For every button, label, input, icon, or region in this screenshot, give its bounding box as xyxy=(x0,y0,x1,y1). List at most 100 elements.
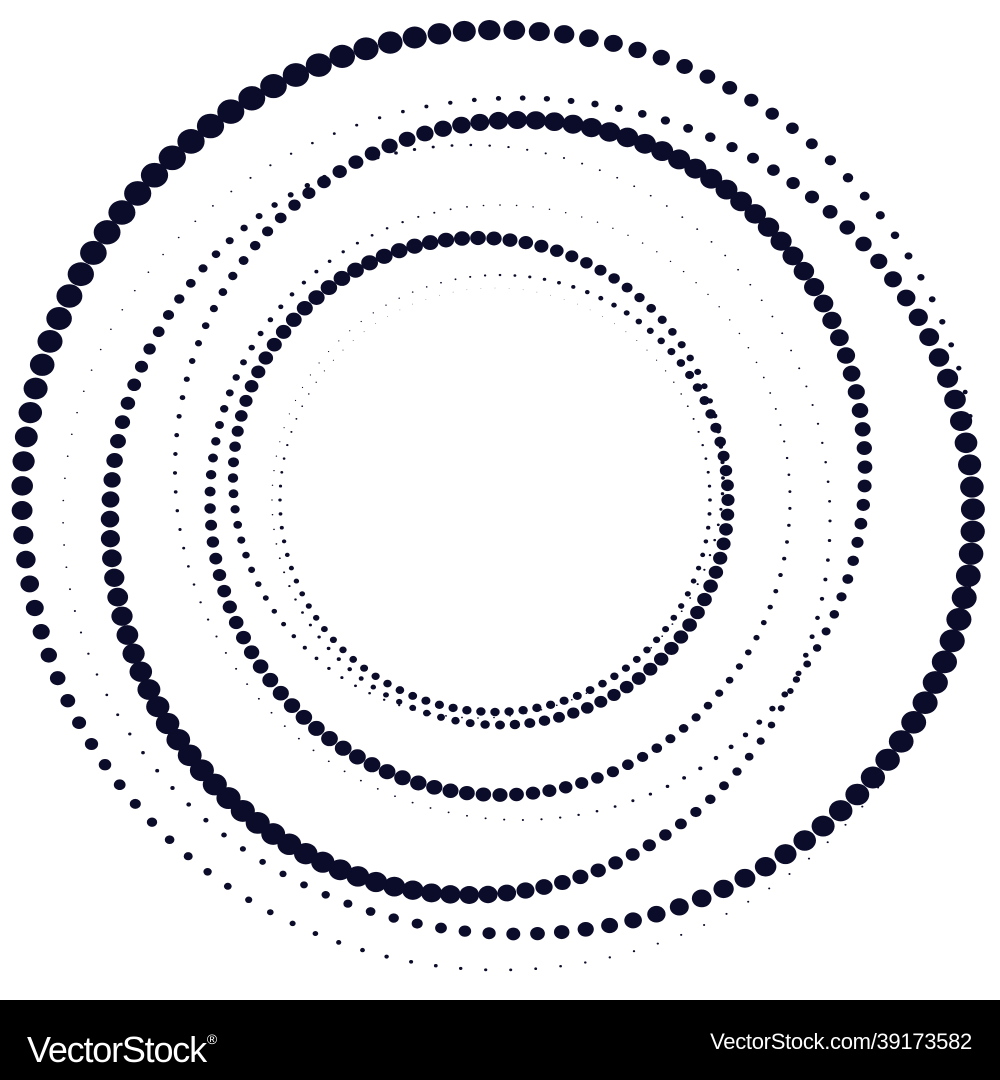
halftone-dot xyxy=(336,657,341,661)
halftone-dot xyxy=(680,610,683,613)
halftone-dot xyxy=(355,241,359,245)
halftone-dot xyxy=(760,620,767,626)
halftone-dot xyxy=(577,921,594,937)
halftone-dot xyxy=(737,268,740,271)
halftone-dot xyxy=(177,129,205,154)
halftone-dot xyxy=(285,312,302,327)
halftone-dot xyxy=(354,684,357,688)
halftone-dot xyxy=(562,157,566,159)
halftone-dot xyxy=(395,686,405,695)
halftone-dot xyxy=(490,707,500,717)
brand-text: VectorStock xyxy=(27,1029,207,1070)
halftone-dot xyxy=(719,781,729,791)
halftone-dot xyxy=(785,456,789,460)
halftone-dot xyxy=(694,368,702,376)
halftone-dot xyxy=(488,111,509,130)
halftone-dot xyxy=(233,520,243,529)
halftone-dot xyxy=(469,143,473,147)
halftone-dot xyxy=(664,370,667,372)
halftone-dot xyxy=(40,647,57,663)
halftone-dot xyxy=(793,261,815,281)
dot-ring xyxy=(62,95,985,941)
halftone-dot xyxy=(466,206,468,208)
halftone-dot xyxy=(851,403,869,418)
halftone-dot xyxy=(301,611,304,614)
halftone-dot xyxy=(842,173,854,183)
halftone-dot xyxy=(673,381,675,383)
halftone-dot xyxy=(87,652,90,655)
halftone-dot xyxy=(466,289,468,291)
halftone-dot xyxy=(176,413,182,419)
halftone-dot xyxy=(224,651,227,654)
halftone-dot xyxy=(448,100,453,105)
halftone-dot xyxy=(73,610,76,612)
halftone-dot xyxy=(908,308,928,326)
halftone-dot xyxy=(786,122,799,134)
halftone-dot xyxy=(134,360,149,373)
halftone-dot xyxy=(244,380,259,393)
halftone-dot xyxy=(826,558,830,562)
halftone-dot xyxy=(394,151,398,155)
halftone-dot xyxy=(352,340,354,342)
halftone-dot xyxy=(79,631,83,634)
halftone-dot xyxy=(847,384,865,400)
halftone-dot xyxy=(143,343,156,355)
halftone-dot xyxy=(725,676,734,684)
halftone-dot xyxy=(32,624,50,640)
dot-ring xyxy=(172,111,873,821)
halftone-dot xyxy=(108,200,136,225)
halftone-dot xyxy=(525,111,546,130)
halftone-dot xyxy=(554,874,571,891)
halftone-dot xyxy=(317,635,321,639)
halftone-dot xyxy=(747,152,759,164)
halftone-dot xyxy=(394,770,411,786)
halftone-dot xyxy=(821,441,824,444)
halftone-dot xyxy=(690,578,697,584)
halftone-dot xyxy=(470,113,490,131)
halftone-dot xyxy=(273,528,275,531)
halftone-dot xyxy=(447,811,450,814)
halftone-dot xyxy=(619,680,634,694)
halftone-dot xyxy=(421,883,442,903)
halftone-dot xyxy=(218,288,228,297)
halftone-dot xyxy=(621,664,630,672)
halftone-dot xyxy=(278,484,283,488)
halftone-dot xyxy=(811,815,835,837)
halftone-dot xyxy=(137,679,161,700)
halftone-dot xyxy=(516,882,535,899)
halftone-dot xyxy=(327,666,331,670)
halftone-dot xyxy=(545,700,556,709)
halftone-dot xyxy=(220,405,229,413)
dot-ring xyxy=(204,204,792,802)
halftone-dot xyxy=(767,164,780,176)
halftone-dot xyxy=(99,348,102,351)
halftone-dot xyxy=(721,494,735,506)
halftone-dot xyxy=(333,270,351,286)
halftone-dot xyxy=(613,805,617,808)
halftone-dot xyxy=(612,227,614,229)
halftone-dot xyxy=(320,280,338,296)
halftone-dot xyxy=(288,565,294,571)
halftone-dot xyxy=(580,216,583,218)
halftone-dot xyxy=(836,347,856,364)
halftone-dot xyxy=(707,512,712,516)
halftone-dot xyxy=(349,330,351,332)
halftone-dot xyxy=(713,551,728,565)
halftone-dot xyxy=(423,709,431,717)
halftone-dot xyxy=(269,164,272,167)
halftone-dot xyxy=(124,181,152,206)
halftone-dot xyxy=(665,734,676,744)
halftone-dot xyxy=(710,422,722,433)
halftone-dot xyxy=(598,295,604,301)
halftone-dot xyxy=(445,715,447,717)
halftone-dot xyxy=(628,41,647,59)
halftone-dot xyxy=(828,519,832,523)
halftone-dot xyxy=(498,273,502,277)
halftone-dot xyxy=(390,243,408,259)
halftone-dot xyxy=(128,732,132,736)
halftone-dot xyxy=(646,349,648,351)
halftone-dot xyxy=(228,457,239,468)
halftone-dot xyxy=(281,539,287,544)
halftone-dot xyxy=(182,546,186,550)
halftone-dot xyxy=(424,104,429,109)
